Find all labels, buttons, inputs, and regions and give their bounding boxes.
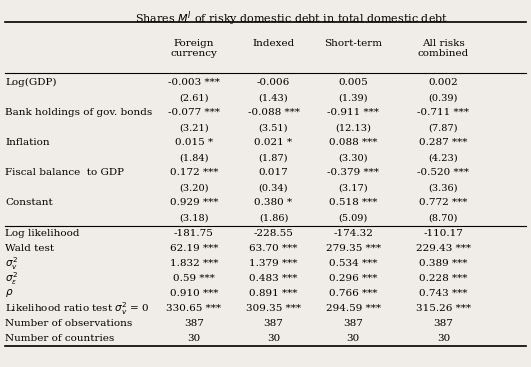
Text: -181.75: -181.75 (174, 229, 214, 237)
Text: 0.002: 0.002 (429, 78, 458, 87)
Text: (1.84): (1.84) (179, 153, 209, 162)
Text: 0.59 ***: 0.59 *** (173, 274, 215, 283)
Text: 0.910 ***: 0.910 *** (169, 289, 218, 298)
Text: 0.172 ***: 0.172 *** (169, 168, 218, 177)
Text: (7.87): (7.87) (429, 123, 458, 132)
Text: Number of observations: Number of observations (5, 319, 133, 328)
Text: 62.19 ***: 62.19 *** (169, 244, 218, 252)
Text: -0.006: -0.006 (257, 78, 290, 87)
Text: 0.929 ***: 0.929 *** (169, 199, 218, 207)
Text: $\sigma^2_{\varepsilon}$: $\sigma^2_{\varepsilon}$ (5, 270, 18, 287)
Text: 387: 387 (343, 319, 363, 328)
Text: 1.832 ***: 1.832 *** (169, 259, 218, 268)
Text: -228.55: -228.55 (253, 229, 294, 237)
Text: Constant: Constant (5, 199, 53, 207)
Text: (3.17): (3.17) (338, 184, 368, 192)
Text: 0.021 *: 0.021 * (254, 138, 293, 147)
Text: 0.766 ***: 0.766 *** (329, 289, 378, 298)
Text: -0.003 ***: -0.003 *** (168, 78, 220, 87)
Text: 0.772 ***: 0.772 *** (419, 199, 468, 207)
Text: (8.70): (8.70) (429, 214, 458, 222)
Text: 30: 30 (347, 334, 359, 343)
Text: (3.20): (3.20) (179, 184, 209, 192)
Text: Shares $M^{I}$ of risky domestic debt in total domestic debt: Shares $M^{I}$ of risky domestic debt in… (135, 9, 449, 28)
Text: (3.18): (3.18) (179, 214, 209, 222)
Text: $\rho$: $\rho$ (5, 287, 14, 299)
Text: (0.39): (0.39) (429, 93, 458, 102)
Text: Log(GDP): Log(GDP) (5, 78, 57, 87)
Text: (5.09): (5.09) (338, 214, 368, 222)
Text: 0.017: 0.017 (259, 168, 288, 177)
Text: 0.015 *: 0.015 * (175, 138, 213, 147)
Text: Short-term: Short-term (324, 39, 382, 48)
Text: 30: 30 (187, 334, 200, 343)
Text: (12.13): (12.13) (335, 123, 371, 132)
Text: 0.228 ***: 0.228 *** (419, 274, 468, 283)
Text: Number of countries: Number of countries (5, 334, 115, 343)
Text: Inflation: Inflation (5, 138, 50, 147)
Text: 330.65 ***: 330.65 *** (166, 304, 221, 313)
Text: 309.35 ***: 309.35 *** (246, 304, 301, 313)
Text: (1.87): (1.87) (259, 153, 288, 162)
Text: 0.389 ***: 0.389 *** (419, 259, 468, 268)
Text: -0.379 ***: -0.379 *** (327, 168, 379, 177)
Text: Fiscal balance  to GDP: Fiscal balance to GDP (5, 168, 124, 177)
Text: (1.43): (1.43) (259, 93, 288, 102)
Text: 30: 30 (267, 334, 280, 343)
Text: (3.30): (3.30) (338, 153, 368, 162)
Text: 0.287 ***: 0.287 *** (419, 138, 468, 147)
Text: 0.534 ***: 0.534 *** (329, 259, 378, 268)
Text: -174.32: -174.32 (333, 229, 373, 237)
Text: 0.743 ***: 0.743 *** (419, 289, 468, 298)
Text: 30: 30 (437, 334, 450, 343)
Text: 0.296 ***: 0.296 *** (329, 274, 378, 283)
Text: 0.891 ***: 0.891 *** (249, 289, 298, 298)
Text: -0.711 ***: -0.711 *** (417, 108, 469, 117)
Text: Bank holdings of gov. bonds: Bank holdings of gov. bonds (5, 108, 152, 117)
Text: 1.379 ***: 1.379 *** (249, 259, 298, 268)
Text: 0.005: 0.005 (338, 78, 368, 87)
Text: -0.088 ***: -0.088 *** (247, 108, 299, 117)
Text: -0.520 ***: -0.520 *** (417, 168, 469, 177)
Text: 229.43 ***: 229.43 *** (416, 244, 471, 252)
Text: 387: 387 (433, 319, 453, 328)
Text: 0.088 ***: 0.088 *** (329, 138, 378, 147)
Text: 0.483 ***: 0.483 *** (249, 274, 298, 283)
Text: 315.26 ***: 315.26 *** (416, 304, 471, 313)
Text: Indexed: Indexed (252, 39, 295, 48)
Text: -0.911 ***: -0.911 *** (327, 108, 379, 117)
Text: (3.51): (3.51) (259, 123, 288, 132)
Text: Wald test: Wald test (5, 244, 55, 252)
Text: (0.34): (0.34) (259, 184, 288, 192)
Text: Likelihood ratio test $\sigma^2_{v}$ = 0: Likelihood ratio test $\sigma^2_{v}$ = 0 (5, 300, 150, 317)
Text: $\sigma^2_{v}$: $\sigma^2_{v}$ (5, 255, 18, 272)
Text: Foreign
currency: Foreign currency (170, 39, 217, 58)
Text: (4.23): (4.23) (429, 153, 458, 162)
Text: Log likelihood: Log likelihood (5, 229, 80, 237)
Text: 387: 387 (184, 319, 204, 328)
Text: 279.35 ***: 279.35 *** (326, 244, 381, 252)
Text: 0.518 ***: 0.518 *** (329, 199, 378, 207)
Text: (1.86): (1.86) (259, 214, 288, 222)
Text: -110.17: -110.17 (423, 229, 464, 237)
Text: (1.39): (1.39) (338, 93, 368, 102)
Text: (2.61): (2.61) (179, 93, 209, 102)
Text: (3.21): (3.21) (179, 123, 209, 132)
Text: (3.36): (3.36) (429, 184, 458, 192)
Text: 63.70 ***: 63.70 *** (249, 244, 298, 252)
Text: 387: 387 (263, 319, 284, 328)
Text: All risks
combined: All risks combined (418, 39, 469, 58)
Text: -0.077 ***: -0.077 *** (168, 108, 220, 117)
Text: 0.380 *: 0.380 * (254, 199, 293, 207)
Text: 294.59 ***: 294.59 *** (326, 304, 381, 313)
